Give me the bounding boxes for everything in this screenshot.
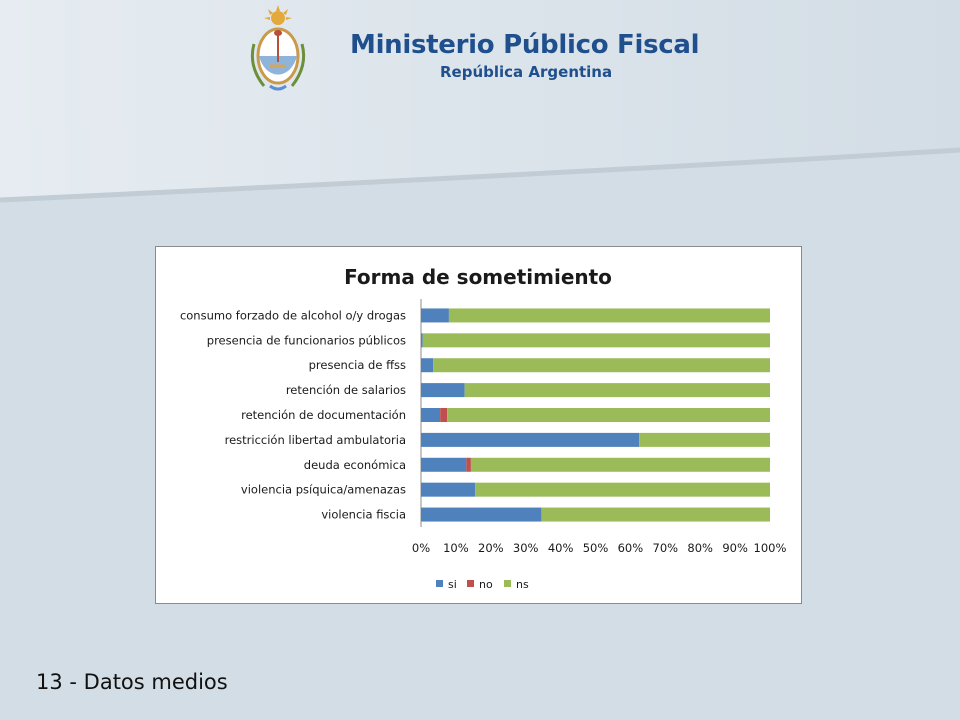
bar-no — [466, 457, 471, 472]
bar-si — [421, 432, 640, 447]
bar-si — [421, 383, 465, 398]
x-tick-label: 30% — [513, 541, 539, 555]
stacked-bar-chart: Forma de sometimiento consumo forzado de … — [180, 265, 787, 591]
bar-ns — [422, 333, 770, 348]
bar-no — [440, 408, 448, 422]
category-label: retención de documentación — [241, 408, 406, 422]
x-tick-label: 60% — [618, 541, 644, 555]
bar-ns — [475, 482, 770, 497]
x-tick-label: 50% — [583, 541, 609, 555]
coat-of-arms-logo — [250, 5, 306, 91]
legend-label-si: si — [448, 578, 457, 591]
bar-ns — [433, 358, 770, 373]
x-tick-label: 10% — [443, 541, 469, 555]
bar-ns — [464, 383, 770, 398]
legend-label-no: no — [479, 578, 493, 591]
category-label: presencia de funcionarios públicos — [207, 333, 406, 347]
bar-si — [421, 457, 467, 472]
x-tick-label: 0% — [412, 541, 430, 555]
category-label: violencia psíquica/amenazas — [241, 483, 406, 497]
category-label: presencia de ffss — [309, 358, 406, 372]
legend-swatch-no — [467, 580, 474, 587]
bar-si — [421, 408, 441, 422]
legend-label-ns: ns — [516, 578, 529, 591]
category-label: retención de salarios — [286, 383, 406, 397]
chart-frame: Forma de sometimiento consumo forzado de … — [155, 246, 802, 604]
bar-ns — [448, 308, 770, 323]
chart-title: Forma de sometimiento — [344, 265, 612, 289]
legend-swatch-si — [436, 580, 443, 587]
category-label: deuda económica — [304, 458, 406, 472]
x-tick-label: 40% — [548, 541, 574, 555]
category-label: restricción libertad ambulatoria — [225, 433, 406, 447]
bar-si — [421, 507, 542, 522]
bar-si — [421, 358, 434, 373]
legend-swatch-ns — [504, 580, 511, 587]
x-tick-label: 80% — [687, 541, 713, 555]
x-tick-label: 20% — [478, 541, 504, 555]
category-label: consumo forzado de alcohol o/y drogas — [180, 308, 406, 322]
organization-subtitle: República Argentina — [440, 63, 613, 81]
x-tick-label: 70% — [653, 541, 679, 555]
organization-title: Ministerio Público Fiscal — [350, 30, 700, 60]
x-tick-label: 100% — [754, 541, 787, 555]
bar-ns — [541, 507, 770, 522]
slide-footer: 13 - Datos medios — [36, 670, 228, 694]
bar-si — [421, 482, 476, 497]
x-tick-label: 90% — [722, 541, 748, 555]
bar-si — [421, 308, 449, 323]
category-label: violencia fiscia — [321, 508, 406, 522]
bar-ns — [447, 408, 770, 422]
bar-ns — [470, 457, 770, 472]
bar-si — [421, 333, 423, 348]
bar-ns — [639, 432, 770, 447]
